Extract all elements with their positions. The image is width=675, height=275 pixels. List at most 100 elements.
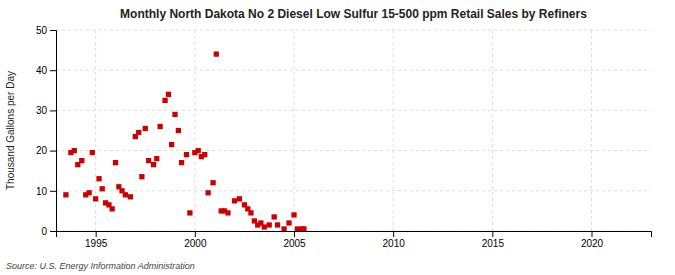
- y-tick-label: 40: [36, 65, 48, 76]
- point: [237, 196, 242, 201]
- y-grid-line: [56, 110, 651, 111]
- y-axis-line: [50, 31, 57, 232]
- y-tick-mark: [50, 231, 56, 232]
- y-tick-label: 10: [36, 186, 48, 197]
- point: [143, 126, 148, 131]
- point: [262, 224, 267, 229]
- point: [162, 98, 167, 103]
- point: [113, 160, 118, 165]
- y-tick: 30: [36, 105, 56, 116]
- point: [128, 194, 133, 199]
- point: [172, 112, 177, 117]
- y-tick-label: 50: [36, 25, 48, 36]
- x-axis: 1995 2000 2005 2010 2015 2020: [57, 231, 652, 249]
- y-grid-line: [56, 30, 651, 31]
- point: [267, 222, 272, 227]
- point: [232, 198, 237, 203]
- point: [281, 226, 286, 231]
- point: [166, 92, 171, 97]
- point: [301, 226, 306, 231]
- point: [86, 190, 91, 195]
- point: [63, 192, 68, 197]
- point: [139, 174, 144, 179]
- x-tick-label: 2000: [184, 238, 207, 249]
- x-grid-line: [294, 30, 295, 231]
- point: [79, 158, 84, 163]
- x-tick-mark: [592, 231, 593, 237]
- point: [123, 192, 128, 197]
- point: [286, 220, 291, 225]
- point: [214, 51, 219, 56]
- grid: [56, 30, 651, 231]
- point: [202, 152, 207, 157]
- y-grid-line: [56, 70, 651, 71]
- point: [272, 214, 277, 219]
- point: [154, 156, 159, 161]
- y-tick: 10: [36, 186, 56, 197]
- point: [146, 158, 151, 163]
- point: [179, 160, 184, 165]
- point: [295, 226, 300, 231]
- x-tick-mark: [294, 231, 295, 237]
- x-tick: 2005: [283, 231, 306, 249]
- point: [205, 190, 210, 195]
- x-tick-label: 2005: [283, 238, 306, 249]
- source-note: Source: U.S. Energy Information Administ…: [6, 261, 195, 271]
- x-grid-line: [393, 30, 394, 231]
- point: [176, 128, 181, 133]
- x-tick-mark: [96, 231, 97, 237]
- point: [210, 180, 215, 185]
- x-tick: 2020: [581, 231, 604, 249]
- point: [275, 222, 280, 227]
- x-tick: 2000: [184, 231, 207, 249]
- y-tick-label: 20: [36, 145, 48, 156]
- point: [196, 148, 201, 153]
- point: [151, 162, 156, 167]
- y-axis: 0 10 20 30 40 50: [36, 25, 57, 237]
- y-tick-label: 30: [36, 105, 48, 116]
- plot-area: 1995 2000 2005 2010 2015 2020 0 10 20 30 40 50: [36, 25, 652, 249]
- x-tick-label: 2015: [482, 238, 505, 249]
- point: [96, 176, 101, 181]
- y-tick-mark: [50, 30, 56, 31]
- x-grid-line: [194, 30, 195, 231]
- point: [136, 130, 141, 135]
- y-grid-line: [56, 190, 651, 191]
- y-tick-mark: [50, 151, 56, 152]
- y-tick: 20: [36, 145, 56, 156]
- x-grid-line: [492, 30, 493, 231]
- x-tick-mark: [195, 231, 196, 237]
- y-grid-line: [56, 150, 651, 151]
- y-tick: 50: [36, 25, 56, 36]
- point: [157, 124, 162, 129]
- title: Monthly North Dakota No 2 Diesel Low Sul…: [120, 7, 587, 21]
- x-tick-mark: [393, 231, 394, 237]
- x-tick-label: 2020: [581, 238, 604, 249]
- y-tick: 40: [36, 65, 56, 76]
- x-tick: 2015: [482, 231, 505, 249]
- x-tick-label: 2010: [383, 238, 406, 249]
- y-tick-mark: [50, 70, 56, 71]
- point: [248, 210, 253, 215]
- point: [225, 210, 230, 215]
- point: [187, 210, 192, 215]
- x-tick: 1995: [85, 231, 108, 249]
- point: [291, 212, 296, 217]
- x-tick-label: 1995: [85, 238, 108, 249]
- y-axis-title: Thousand Gallons per Day: [5, 71, 16, 190]
- point: [184, 152, 189, 157]
- point: [90, 150, 95, 155]
- point: [72, 148, 77, 153]
- x-grid-line: [591, 30, 592, 231]
- point: [169, 142, 174, 147]
- y-tick-label: 0: [41, 226, 47, 237]
- point: [100, 186, 105, 191]
- y-tick-mark: [50, 191, 56, 192]
- y-tick-mark: [50, 110, 56, 111]
- x-tick: 2010: [383, 231, 406, 249]
- chart: 1995 2000 2005 2010 2015 2020 0 10 20 30 40 50 Month…: [0, 0, 675, 275]
- point: [109, 206, 114, 211]
- x-tick-mark: [492, 231, 493, 237]
- y-tick: 0: [41, 226, 56, 237]
- points: [63, 51, 306, 231]
